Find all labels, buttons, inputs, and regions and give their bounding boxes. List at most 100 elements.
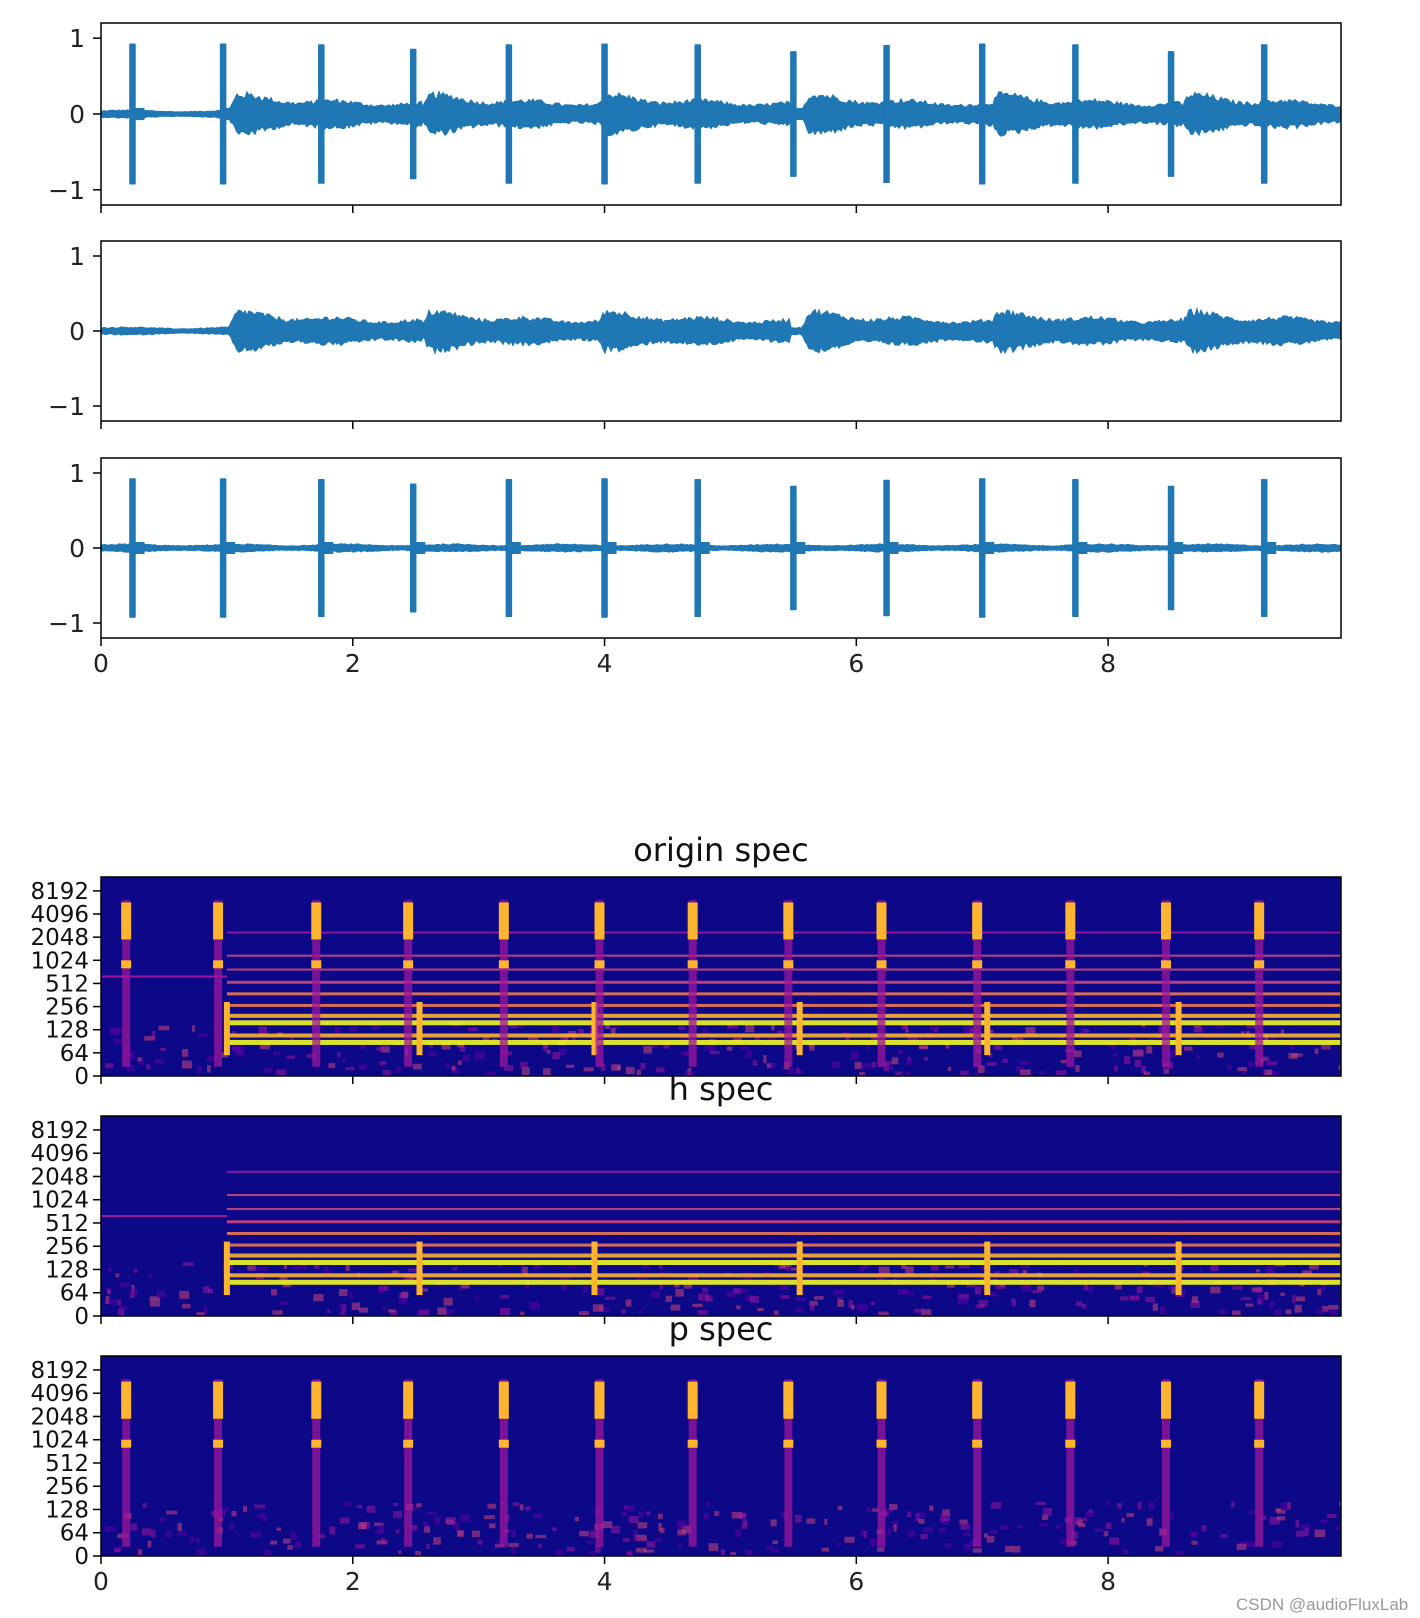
noise-cell [182,1262,194,1267]
noise-cell [1260,1299,1265,1304]
percussive-burst-low [311,1439,322,1448]
noise-cell [559,1276,570,1283]
noise-cell [108,1298,117,1305]
noise-cell [854,1061,862,1070]
noise-cell [583,1067,594,1072]
x-tick-label: 4 [597,649,613,678]
harmonic-partial [594,1039,800,1045]
noise-cell [604,1307,610,1313]
noise-cell [574,1516,580,1522]
noise-cell [1245,1303,1254,1307]
noise-cell [733,1288,742,1294]
noise-cell [1184,1046,1193,1051]
harmonic-partial [594,968,800,971]
harmonic-attack [796,1001,803,1056]
y-tick-label: 1 [69,459,85,488]
noise-cell [766,1545,775,1550]
percussive-burst-low [972,960,983,969]
noise-cell [572,1035,576,1042]
percussive-burst-low [1065,960,1076,969]
noise-cell [396,1066,402,1073]
noise-cell [1011,1298,1016,1307]
noise-cell [1110,1042,1116,1049]
percussive-stripe [312,1379,321,1547]
noise-cell [289,1035,294,1042]
noise-cell [356,1504,363,1509]
noise-cell [445,1062,450,1069]
noise-cell [416,1503,422,1508]
noise-cell [130,1523,138,1531]
noise-cell [790,1267,798,1271]
noise-cell [395,1529,400,1534]
noise-cell [636,1276,647,1280]
harmonic-attack [984,1001,991,1056]
noise-cell [1141,1065,1146,1074]
noise-cell [878,1311,889,1315]
noise-cell [683,1284,693,1289]
percussive-burst-low [876,1439,887,1448]
onset-spike [219,478,227,618]
noise-cell [605,1023,611,1029]
noise-cell [621,1511,628,1517]
noise-cell [555,1550,564,1556]
axes-frame [100,876,1342,1077]
percussive-stripe [1255,1379,1264,1547]
harmonic-partial [987,1220,1179,1224]
noise-cell [698,1293,709,1301]
harmonic-partial [987,1279,1179,1285]
y-tick-label: 0 [69,534,85,563]
noise-cell [126,1064,135,1071]
y-tick-label: 512 [45,1211,89,1237]
harmonic-partial [987,1243,1179,1247]
noise-cell [626,1505,635,1512]
noise-cell [914,1308,925,1313]
noise-cell [119,1305,128,1310]
noise-cell [508,1543,519,1547]
noise-cell [425,1511,437,1515]
noise-cell [190,1536,195,1543]
noise-cell [149,1298,161,1307]
noise-cell [929,1026,940,1031]
noise-cell [154,1059,165,1064]
noise-cell [1314,1048,1319,1055]
noise-cell [279,1276,288,1280]
y-tick-label: 64 [60,1281,89,1307]
harmonic-partial [594,1194,800,1197]
onset-spike [601,478,608,618]
noise-cell [379,1285,389,1292]
noise-cell [777,1030,783,1037]
noise-cell [313,1294,324,1302]
noise-cell [551,1026,560,1033]
noise-cell [1249,1510,1258,1515]
noise-cell [844,1536,855,1543]
y-tick-label: 4096 [30,1141,89,1167]
y-tick-label: 256 [45,995,89,1021]
noise-cell [920,1533,928,1540]
noise-cell [460,1514,471,1522]
y-tick-label: 1024 [30,1188,89,1214]
noise-cell [1288,1052,1298,1059]
onset-decay [699,107,710,121]
noise-cell [986,1535,995,1543]
noise-cell [398,1293,406,1299]
noise-cell [443,1297,453,1306]
harmonic-partial [594,1231,800,1235]
noise-cell [483,1515,495,1519]
noise-cell [1022,1270,1028,1274]
noise-cell [902,1024,908,1029]
percussive-stripe [784,1379,793,1547]
percussive-burst-low [783,960,794,969]
noise-cell [1257,1294,1266,1300]
harmonic-partial [594,1033,800,1038]
noise-cell [348,1026,358,1032]
noise-cell [1106,1501,1111,1506]
noise-cell [923,1526,934,1533]
onset-spike [1260,44,1268,184]
noise-cell [138,1549,143,1556]
chart-title: p spec [669,1310,774,1348]
noise-cell [380,1046,390,1053]
onset-spike [694,479,701,617]
percussive-burst [213,1381,224,1419]
noise-cell [399,1298,407,1304]
